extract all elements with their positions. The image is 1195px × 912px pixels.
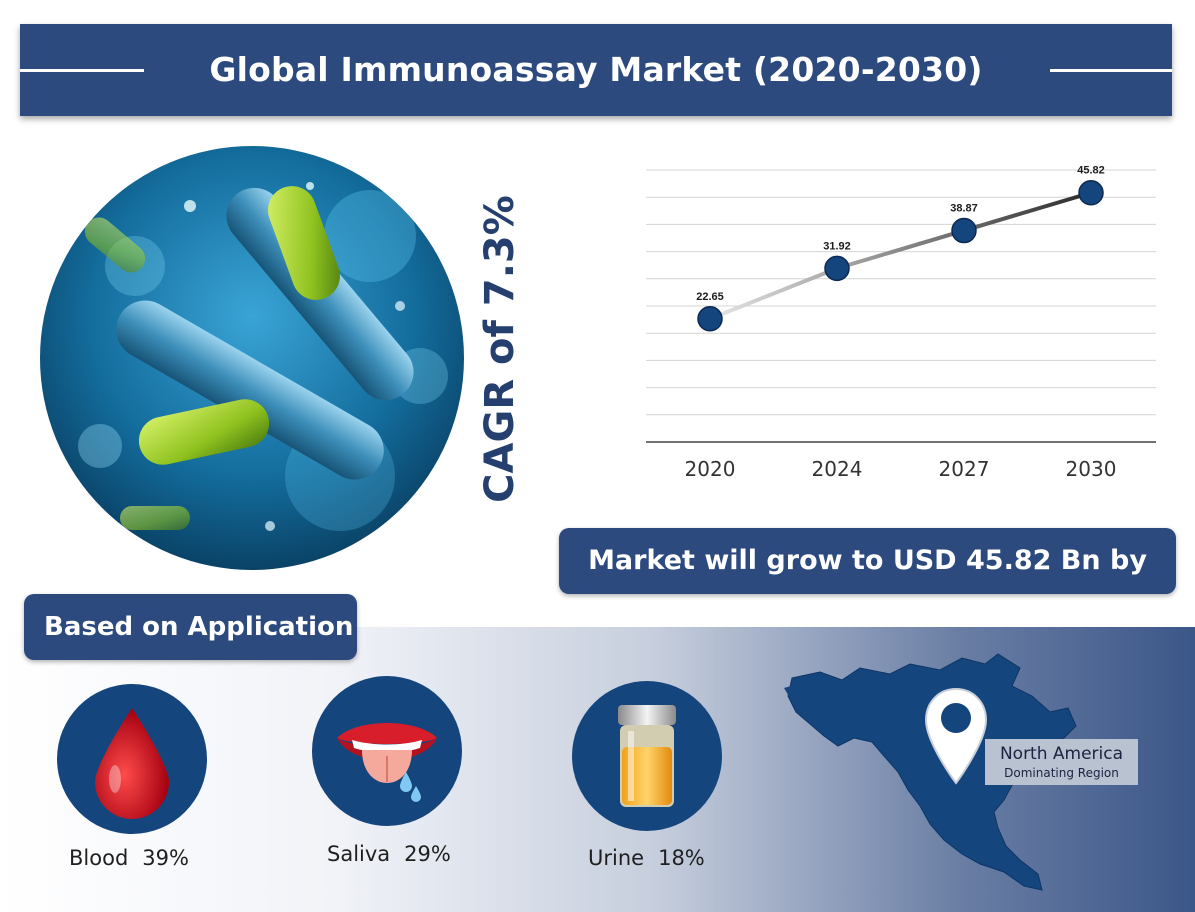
page-title: Global Immunoassay Market (2020-2030) <box>209 50 983 89</box>
data-label-2020: 22.65 <box>696 291 724 303</box>
urine-percent: 18% <box>658 846 705 870</box>
market-size-line-chart: 22.65 31.92 38.87 45.82 2020 2024 2027 2030 <box>640 150 1170 500</box>
saliva-application-circle <box>312 676 462 826</box>
x-tick-label-2024: 2024 <box>812 457 863 481</box>
data-point-2024 <box>824 255 850 282</box>
title-rule-right <box>1050 69 1172 72</box>
saliva-application-label: Saliva 29% <box>327 842 451 866</box>
saliva-percent: 29% <box>404 842 451 866</box>
cagr-label: CAGR of 7.3% <box>477 195 523 503</box>
region-name: North America <box>999 744 1124 764</box>
blood-drop-icon <box>95 708 169 819</box>
market-size-series-line <box>709 190 1092 321</box>
saliva-label: Saliva <box>327 842 391 866</box>
blood-application-circle <box>57 684 207 834</box>
x-tick-label-2027: 2027 <box>939 457 990 481</box>
growth-banner: Market will grow to USD 45.82 Bn by 2030 <box>559 528 1176 642</box>
urine-sample-jar-icon <box>618 705 676 807</box>
title-banner: Global Immunoassay Market (2020-2030) <box>20 24 1172 116</box>
blood-application-label: Blood 39% <box>69 846 189 870</box>
title-rule-left <box>20 69 144 72</box>
urine-application-circle <box>572 681 722 831</box>
region-callout: North America Dominating Region <box>985 739 1138 785</box>
region-subtitle: Dominating Region <box>1004 766 1119 780</box>
antibody-illustration <box>40 146 464 570</box>
urine-label: Urine <box>588 846 645 870</box>
mouth-tongue-icon <box>337 723 437 802</box>
location-pin-icon <box>924 687 988 785</box>
data-point-2027 <box>951 217 977 244</box>
x-tick-label-2030: 2030 <box>1066 457 1117 481</box>
data-label-2030: 45.82 <box>1077 165 1105 177</box>
x-tick-label-2020: 2020 <box>685 457 736 481</box>
data-point-2020 <box>697 306 723 332</box>
urine-application-label: Urine 18% <box>588 846 705 870</box>
north-america-map <box>780 650 1110 900</box>
blood-percent: 39% <box>142 846 189 870</box>
blood-label: Blood <box>69 846 129 870</box>
data-label-2027: 38.87 <box>950 203 978 215</box>
data-point-2030 <box>1078 179 1104 206</box>
application-section-title: Based on Application <box>24 594 357 660</box>
data-label-2024: 31.92 <box>823 240 851 252</box>
